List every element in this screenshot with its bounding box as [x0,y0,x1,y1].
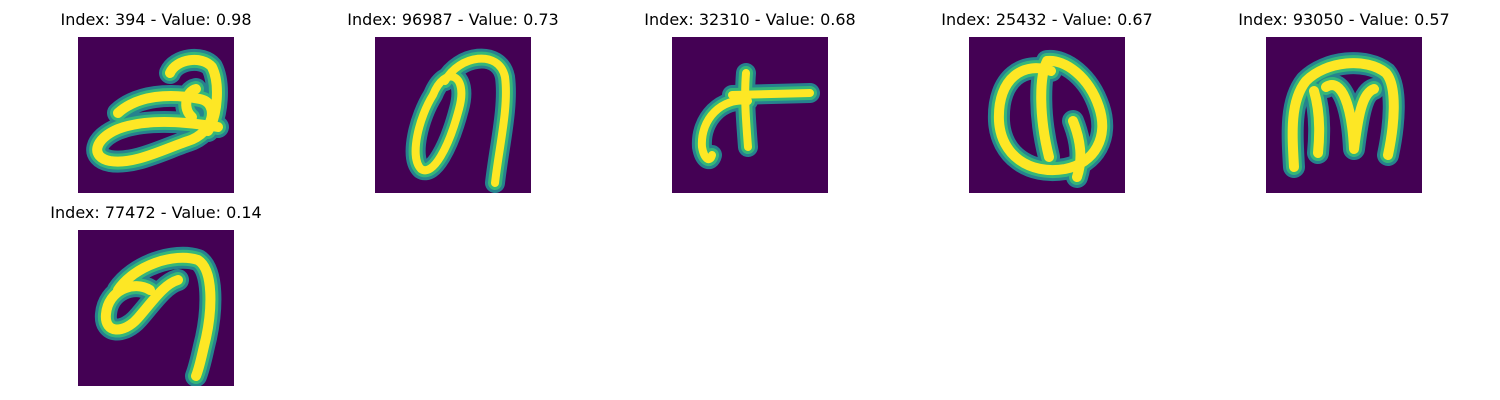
panel-title: Index: 25432 - Value: 0.67 [941,10,1153,29]
panel-title: Index: 77472 - Value: 0.14 [50,203,262,222]
panel-title: Index: 394 - Value: 0.98 [60,10,252,29]
handwritten-glyph-looped-icon [78,37,234,193]
handwritten-glyph-loop-hook-icon [78,230,234,386]
panel-title: Index: 32310 - Value: 0.68 [644,10,856,29]
handwritten-glyph-cross-icon [672,37,828,193]
panel-title: Index: 93050 - Value: 0.57 [1238,10,1450,29]
handwritten-glyph-round-icon [969,37,1125,193]
panel-title: Index: 96987 - Value: 0.73 [347,10,559,29]
handwritten-glyph-oval-hook-icon [375,37,531,193]
handwritten-glyph-m-icon [1266,37,1422,193]
